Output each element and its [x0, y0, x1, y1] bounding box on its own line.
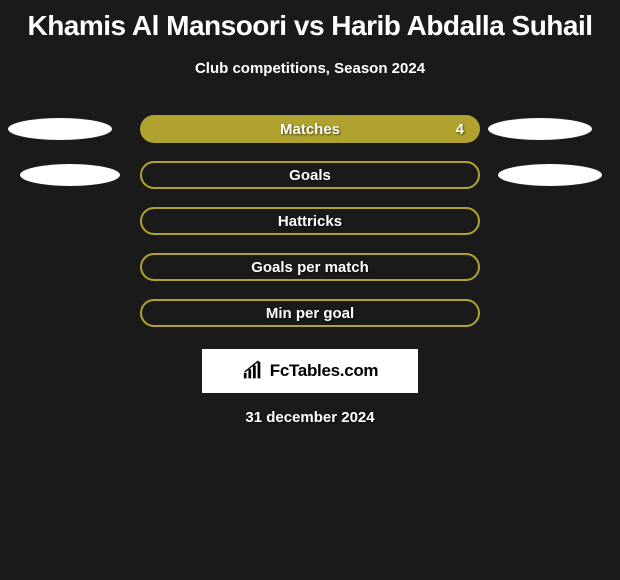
stat-label: Hattricks	[142, 213, 478, 230]
page-subtitle: Club competitions, Season 2024	[195, 60, 425, 77]
logo-box: FcTables.com	[202, 349, 418, 393]
stat-row: Min per goal	[0, 299, 620, 327]
stat-row: Matches4	[0, 115, 620, 143]
stat-label: Goals per match	[142, 259, 478, 276]
stat-bar: Hattricks	[140, 207, 480, 235]
barchart-icon	[242, 360, 264, 382]
stat-bar: Matches4	[140, 115, 480, 143]
stat-label: Min per goal	[142, 305, 478, 322]
page-title: Khamis Al Mansoori vs Harib Abdalla Suha…	[27, 10, 592, 42]
date-text: 31 december 2024	[245, 409, 374, 426]
chart-container: Khamis Al Mansoori vs Harib Abdalla Suha…	[0, 0, 620, 580]
bars-section: Matches4 Goals Hattricks Goals per match Min…	[0, 115, 620, 327]
stat-row: Goals	[0, 161, 620, 189]
stat-row: Hattricks	[0, 207, 620, 235]
stat-bar: Goals	[140, 161, 480, 189]
stat-row: Goals per match	[0, 253, 620, 281]
stat-value: 4	[456, 121, 464, 138]
stat-bar: Min per goal	[140, 299, 480, 327]
stat-label: Goals	[142, 167, 478, 184]
player-ellipse	[20, 164, 120, 186]
player-ellipse	[8, 118, 112, 140]
stat-label: Matches	[140, 121, 480, 138]
player-ellipse	[488, 118, 592, 140]
player-ellipse	[498, 164, 602, 186]
stat-bar: Goals per match	[140, 253, 480, 281]
logo-text: FcTables.com	[270, 361, 379, 381]
